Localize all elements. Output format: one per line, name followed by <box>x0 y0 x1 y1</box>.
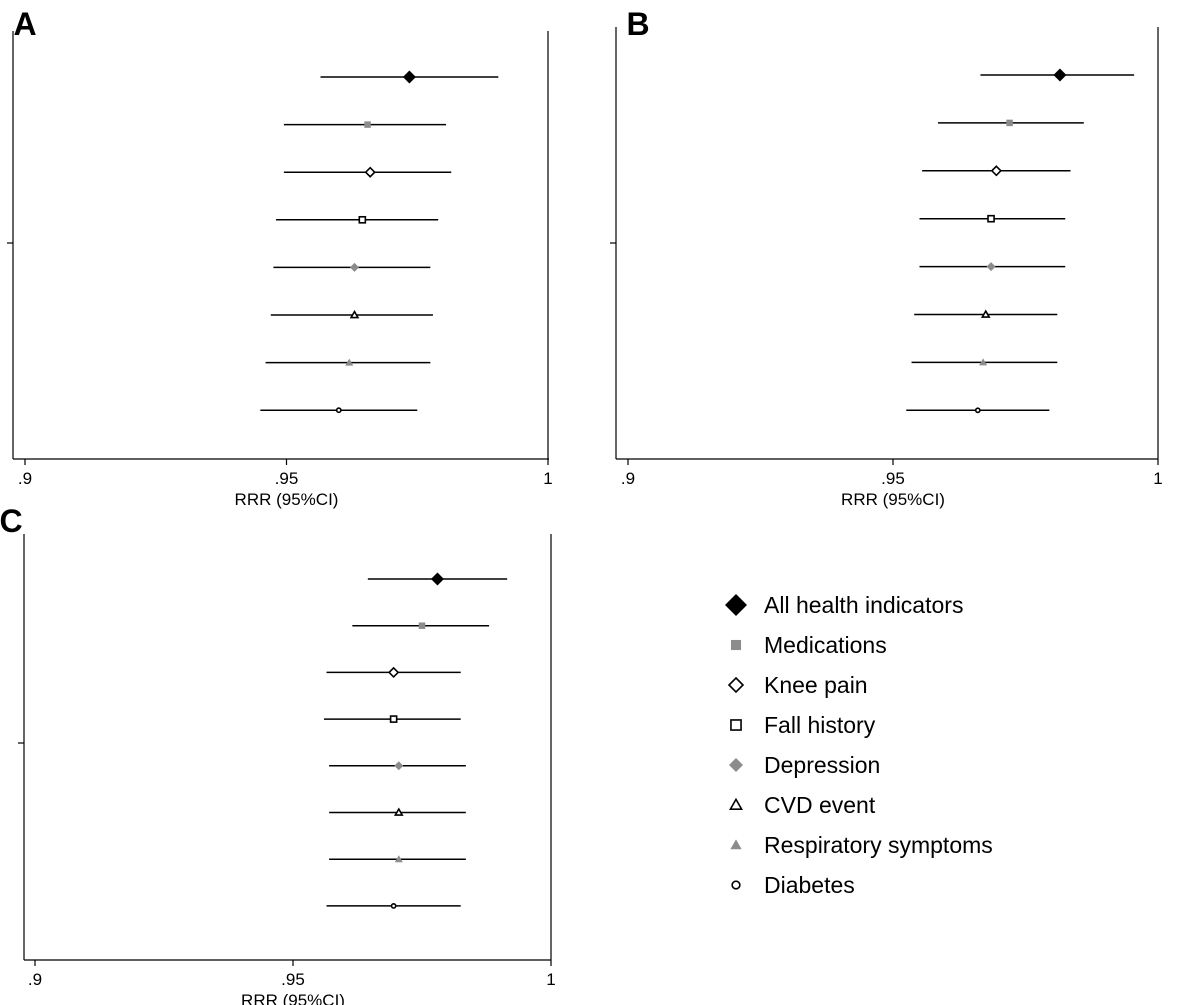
x-tick-label: .95 <box>275 469 299 488</box>
estimate-marker <box>990 165 1002 177</box>
legend-label: CVD event <box>764 792 876 818</box>
legend-marker <box>730 639 742 651</box>
estimate-marker <box>980 309 991 318</box>
legend-marker <box>729 758 743 772</box>
x-tick-label: .95 <box>281 970 305 989</box>
legend-label: Respiratory symptoms <box>764 832 993 858</box>
estimate-marker <box>390 903 397 909</box>
estimate-marker <box>364 166 376 178</box>
legend-marker <box>730 839 742 850</box>
x-axis-label: RRR (95%CI) <box>241 991 345 1005</box>
x-axis-label: RRR (95%CI) <box>235 490 339 509</box>
x-tick-label: .9 <box>18 469 32 488</box>
estimate-marker <box>986 262 996 272</box>
legend-marker <box>725 594 747 616</box>
panel-label: C <box>0 503 23 539</box>
estimate-marker <box>364 121 371 128</box>
panel-a: .9 .95 1 RRR (95%CI) A <box>7 6 553 509</box>
estimate-marker <box>979 358 988 366</box>
estimate-marker <box>394 855 403 863</box>
legend-label: Medications <box>764 632 887 658</box>
legend-label: Knee pain <box>764 672 868 698</box>
legend-label: Diabetes <box>764 872 855 898</box>
legend-marker <box>729 797 743 811</box>
panel-label: B <box>626 6 649 42</box>
x-tick-label: 1 <box>543 469 552 488</box>
estimate-marker <box>345 358 354 366</box>
x-tick-label: .9 <box>621 469 635 488</box>
estimate-marker <box>393 807 404 816</box>
legend-label: Depression <box>764 752 880 778</box>
estimate-marker <box>387 666 400 679</box>
estimate-marker <box>349 262 359 272</box>
estimate-marker <box>1006 119 1013 127</box>
legend-marker <box>731 880 741 890</box>
panel-b: .9 .95 1 RRR (95%CI) B <box>610 6 1163 509</box>
legend-marker <box>727 676 745 694</box>
estimate-marker <box>430 572 444 586</box>
estimate-marker <box>394 761 404 771</box>
x-tick-label: 1 <box>1153 469 1162 488</box>
legend-label: Fall history <box>764 712 876 738</box>
estimate-marker <box>389 715 398 723</box>
estimate-marker <box>974 407 981 414</box>
estimate-marker <box>402 70 416 84</box>
panel-label: A <box>13 6 36 42</box>
legend-marker <box>730 719 742 731</box>
legend-label: All health indicators <box>764 592 963 618</box>
estimate-marker <box>1053 68 1067 82</box>
estimate-marker <box>335 407 342 414</box>
estimate-marker <box>987 214 995 223</box>
x-axis-label: RRR (95%CI) <box>841 490 945 509</box>
estimate-marker <box>349 309 360 319</box>
x-tick-label: .95 <box>881 469 905 488</box>
x-tick-label: .9 <box>28 970 42 989</box>
legend: All health indicators Medications Knee pai… <box>725 592 993 898</box>
panel-c: .9 .95 1 RRR (95%CI) C <box>0 503 556 1005</box>
estimate-marker <box>358 215 367 224</box>
estimate-marker <box>418 622 426 629</box>
x-tick-label: 1 <box>546 970 555 989</box>
